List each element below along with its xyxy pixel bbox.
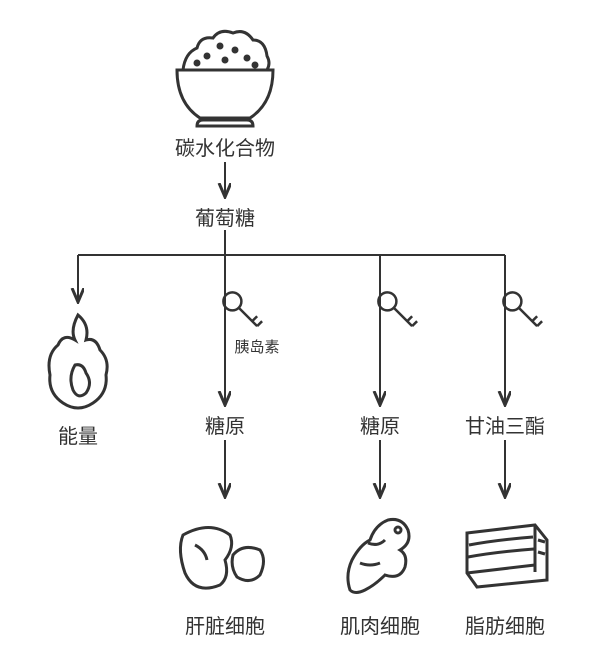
triglyceride-label: 甘油三酯	[465, 410, 545, 439]
glycogen-liver-label: 糖原	[205, 410, 245, 439]
flowchart-canvas	[0, 0, 600, 663]
fat-label: 脂肪细胞	[465, 610, 545, 639]
insulin-label: 胰岛素	[232, 336, 282, 357]
key-icon-1	[220, 289, 264, 333]
muscle-label: 肌肉细胞	[340, 610, 420, 639]
liver-label: 肝脏细胞	[185, 610, 265, 639]
glucose-label: 葡萄糖	[195, 202, 255, 231]
energy-label: 能量	[58, 420, 98, 449]
muscle-icon	[348, 519, 409, 592]
fire-icon	[49, 315, 107, 408]
rice-bowl-icon	[177, 31, 273, 126]
glycogen-muscle-label: 糖原	[360, 410, 400, 439]
liver-icon	[180, 528, 263, 589]
key-icon-2	[375, 289, 419, 333]
carbohydrate-label: 碳水化合物	[175, 132, 275, 161]
fat-icon	[467, 525, 547, 587]
key-icon-3	[500, 289, 544, 333]
